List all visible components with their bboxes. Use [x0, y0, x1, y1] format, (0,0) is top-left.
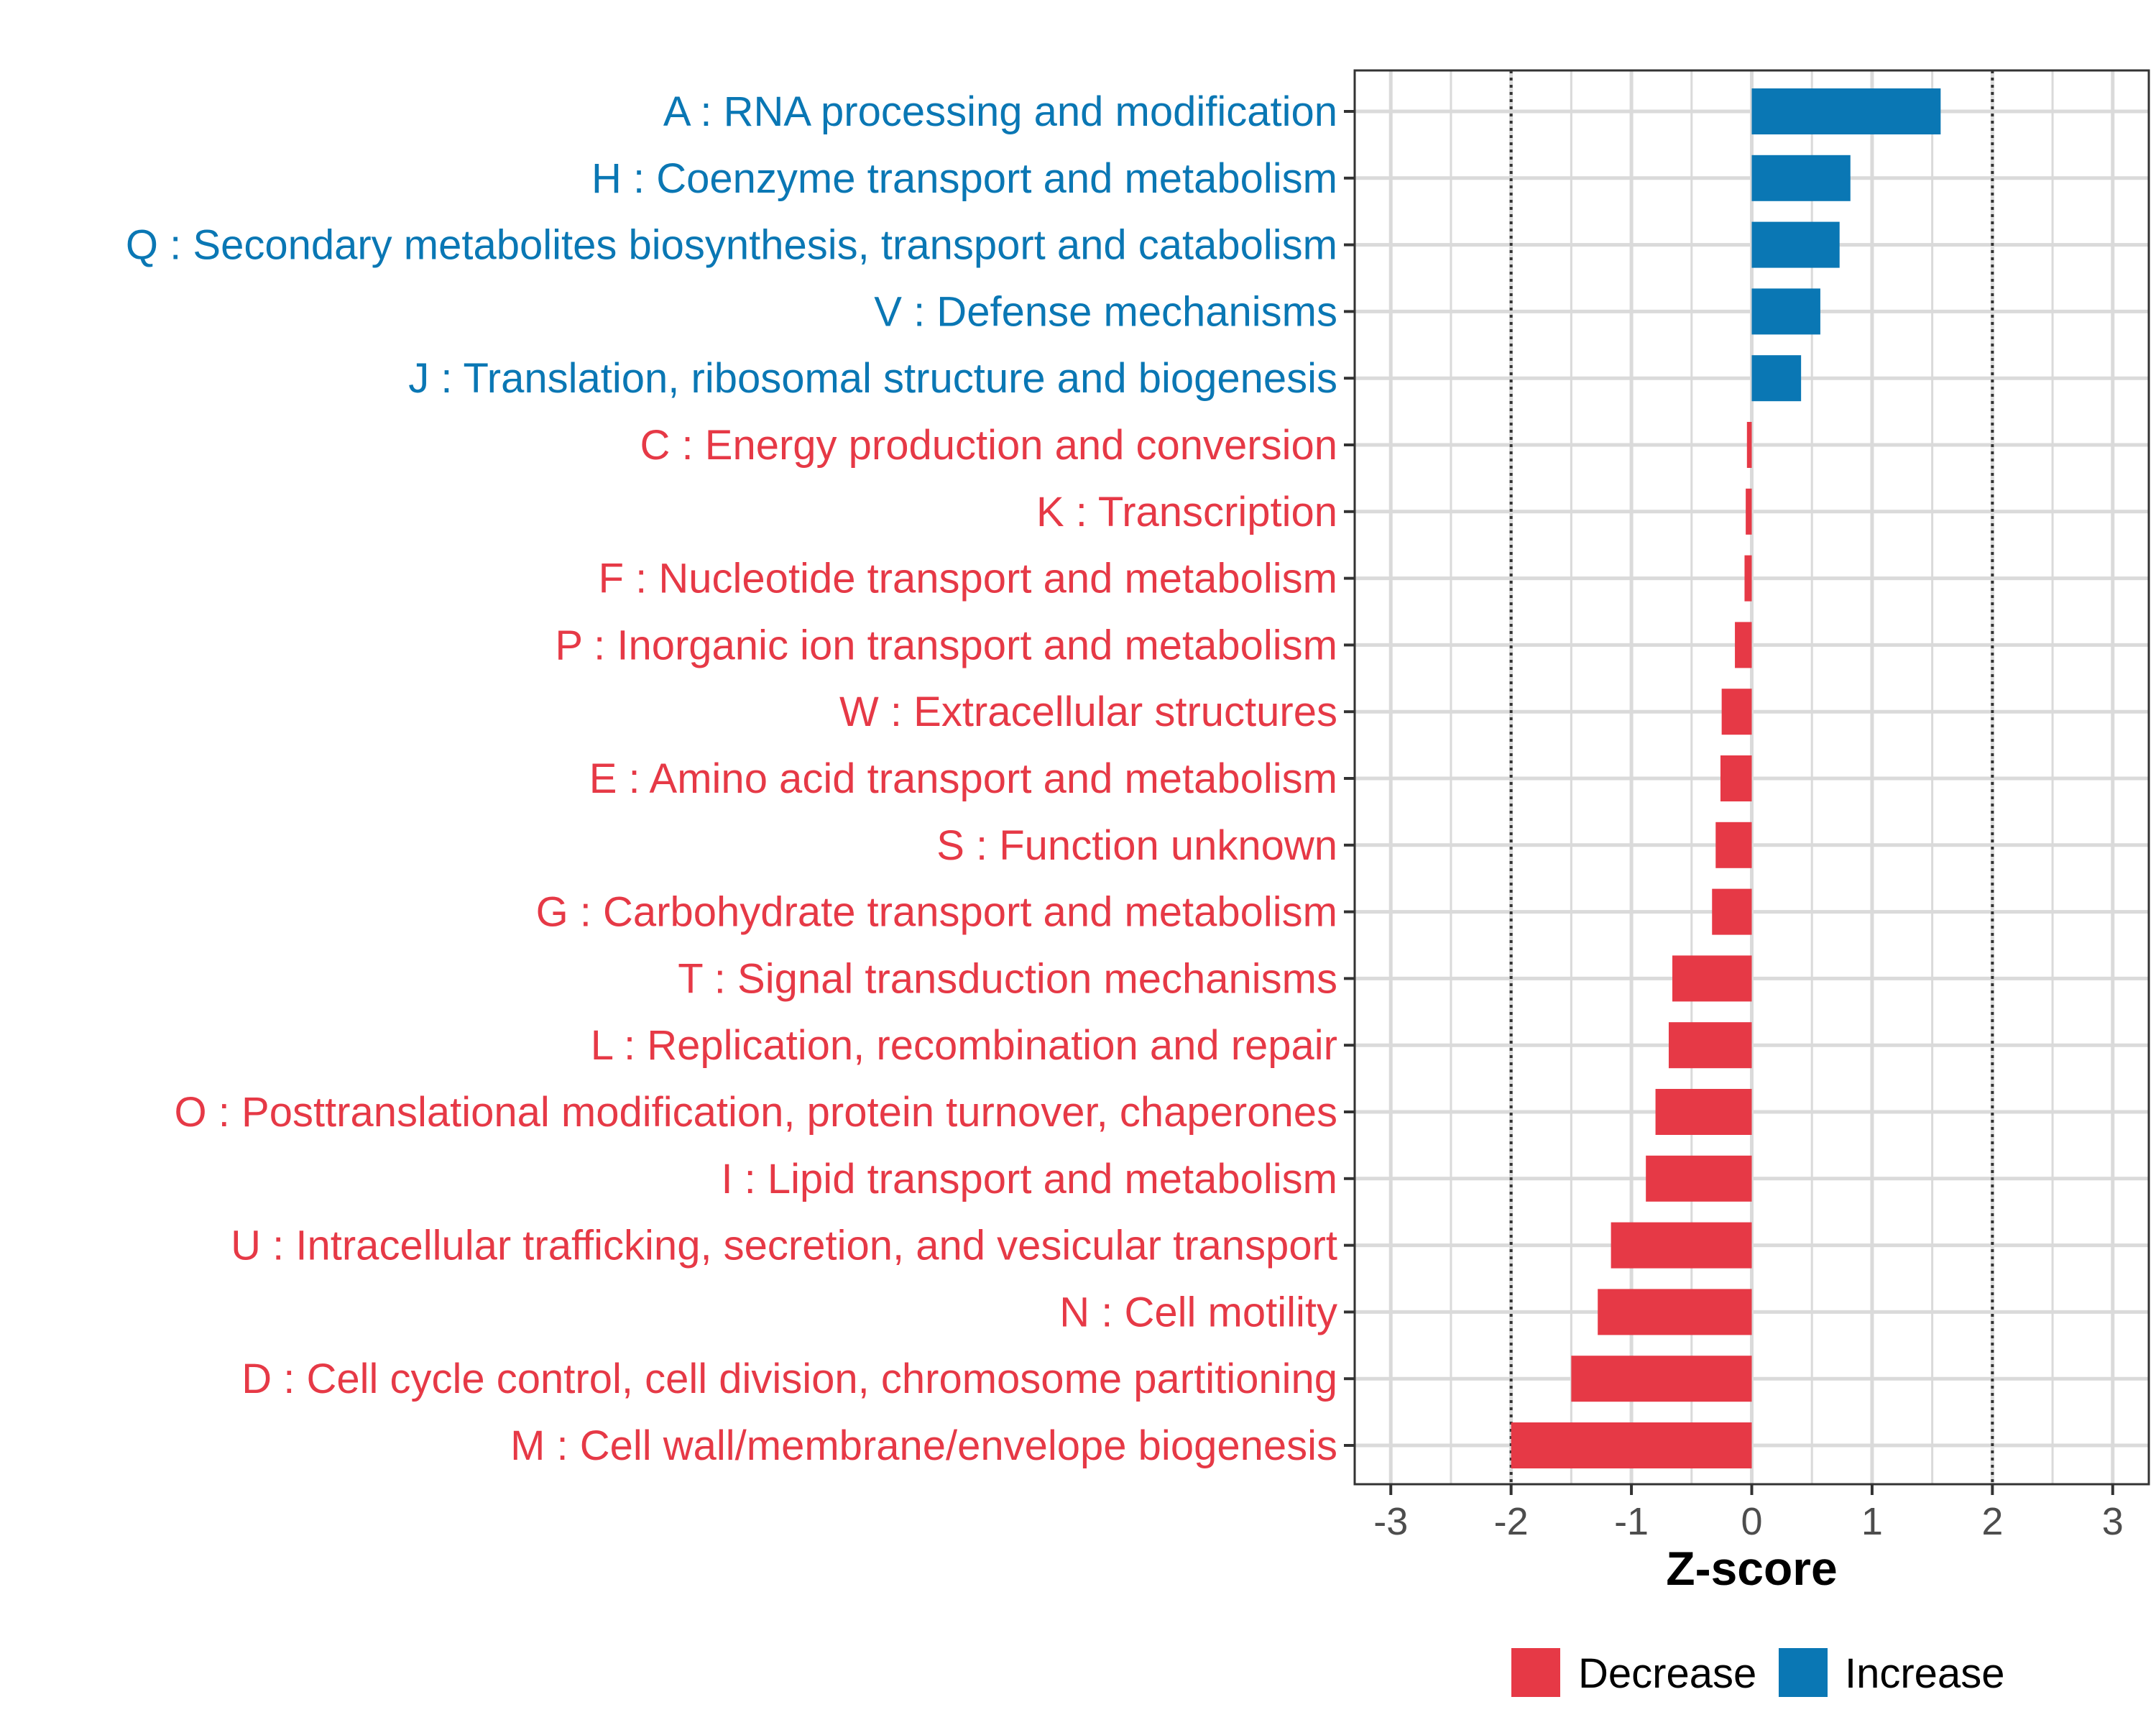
category-label: P : Inorganic ion transport and metaboli… — [555, 622, 1337, 668]
bar — [1646, 1155, 1752, 1202]
bar — [1721, 689, 1752, 735]
category-label: D : Cell cycle control, cell division, c… — [241, 1356, 1337, 1402]
reference-lines — [1509, 70, 1994, 1484]
bar — [1751, 288, 1820, 335]
x-tick-labels: -3 -2 -1 0 1 2 3 — [1373, 1500, 2124, 1543]
category-label: H : Coenzyme transport and metabolism — [591, 155, 1337, 202]
category-label: C : Energy production and conversion — [640, 422, 1337, 469]
x-tick-label: 2 — [1981, 1500, 2003, 1543]
bar — [1511, 1422, 1752, 1468]
bars — [1511, 88, 1941, 1468]
legend-key-increase — [1779, 1648, 1828, 1697]
category-label: K : Transcription — [1036, 489, 1337, 535]
category-label: O : Posttranslational modification, prot… — [175, 1089, 1337, 1136]
x-tick-label: 1 — [1861, 1500, 1883, 1543]
bar — [1746, 422, 1752, 468]
legend-label-decrease: Decrease — [1578, 1650, 1756, 1697]
bar — [1712, 888, 1752, 935]
category-label: N : Cell motility — [1059, 1289, 1337, 1335]
bar — [1571, 1356, 1752, 1402]
legend-label-increase: Increase — [1845, 1650, 2004, 1697]
bar — [1751, 221, 1840, 268]
category-label: M : Cell wall/membrane/envelope biogenes… — [510, 1422, 1337, 1469]
bar — [1715, 822, 1752, 868]
bar — [1751, 155, 1851, 201]
bar — [1751, 88, 1941, 134]
x-tick-label: -3 — [1373, 1500, 1408, 1543]
category-label: I : Lipid transport and metabolism — [721, 1156, 1337, 1202]
x-tick-label: -1 — [1614, 1500, 1649, 1543]
bar — [1746, 488, 1752, 535]
category-label: G : Carbohydrate transport and metabolis… — [536, 889, 1337, 936]
bar — [1751, 355, 1802, 402]
y-axis-ticks — [1344, 110, 1355, 1447]
x-axis-title: Z-score — [1666, 1542, 1837, 1595]
category-label: S : Function unknown — [936, 822, 1337, 869]
bar — [1672, 955, 1752, 1002]
bar — [1598, 1289, 1752, 1335]
bar — [1735, 622, 1752, 668]
bar — [1668, 1022, 1752, 1069]
x-axis-ticks — [1389, 1484, 2114, 1495]
category-labels: A : RNA processing and modification H : C… — [126, 88, 1337, 1469]
bar — [1655, 1089, 1752, 1135]
bar — [1744, 555, 1752, 602]
category-label: U : Intracellular trafficking, secretion… — [231, 1223, 1337, 1269]
category-label: W : Extracellular structures — [839, 689, 1337, 735]
x-tick-label: -2 — [1494, 1500, 1529, 1543]
category-label: V : Defense mechanisms — [874, 288, 1337, 335]
category-label: Q : Secondary metabolites biosynthesis, … — [126, 222, 1337, 269]
category-label: T : Signal transduction mechanisms — [678, 955, 1337, 1002]
category-label: F : Nucleotide transport and metabolism — [599, 556, 1337, 602]
bar — [1720, 755, 1752, 801]
category-label: J : Translation, ribosomal structure and… — [408, 355, 1337, 402]
x-tick-label: 0 — [1741, 1500, 1762, 1543]
legend-key-decrease — [1511, 1648, 1560, 1697]
x-tick-label: 3 — [2102, 1500, 2124, 1543]
category-label: A : RNA processing and modification — [663, 88, 1337, 135]
bar — [1611, 1222, 1752, 1269]
legend: Decrease Increase — [1511, 1648, 2004, 1697]
category-label: E : Amino acid transport and metabolism — [589, 755, 1337, 802]
category-label: L : Replication, recombination and repai… — [591, 1022, 1337, 1069]
